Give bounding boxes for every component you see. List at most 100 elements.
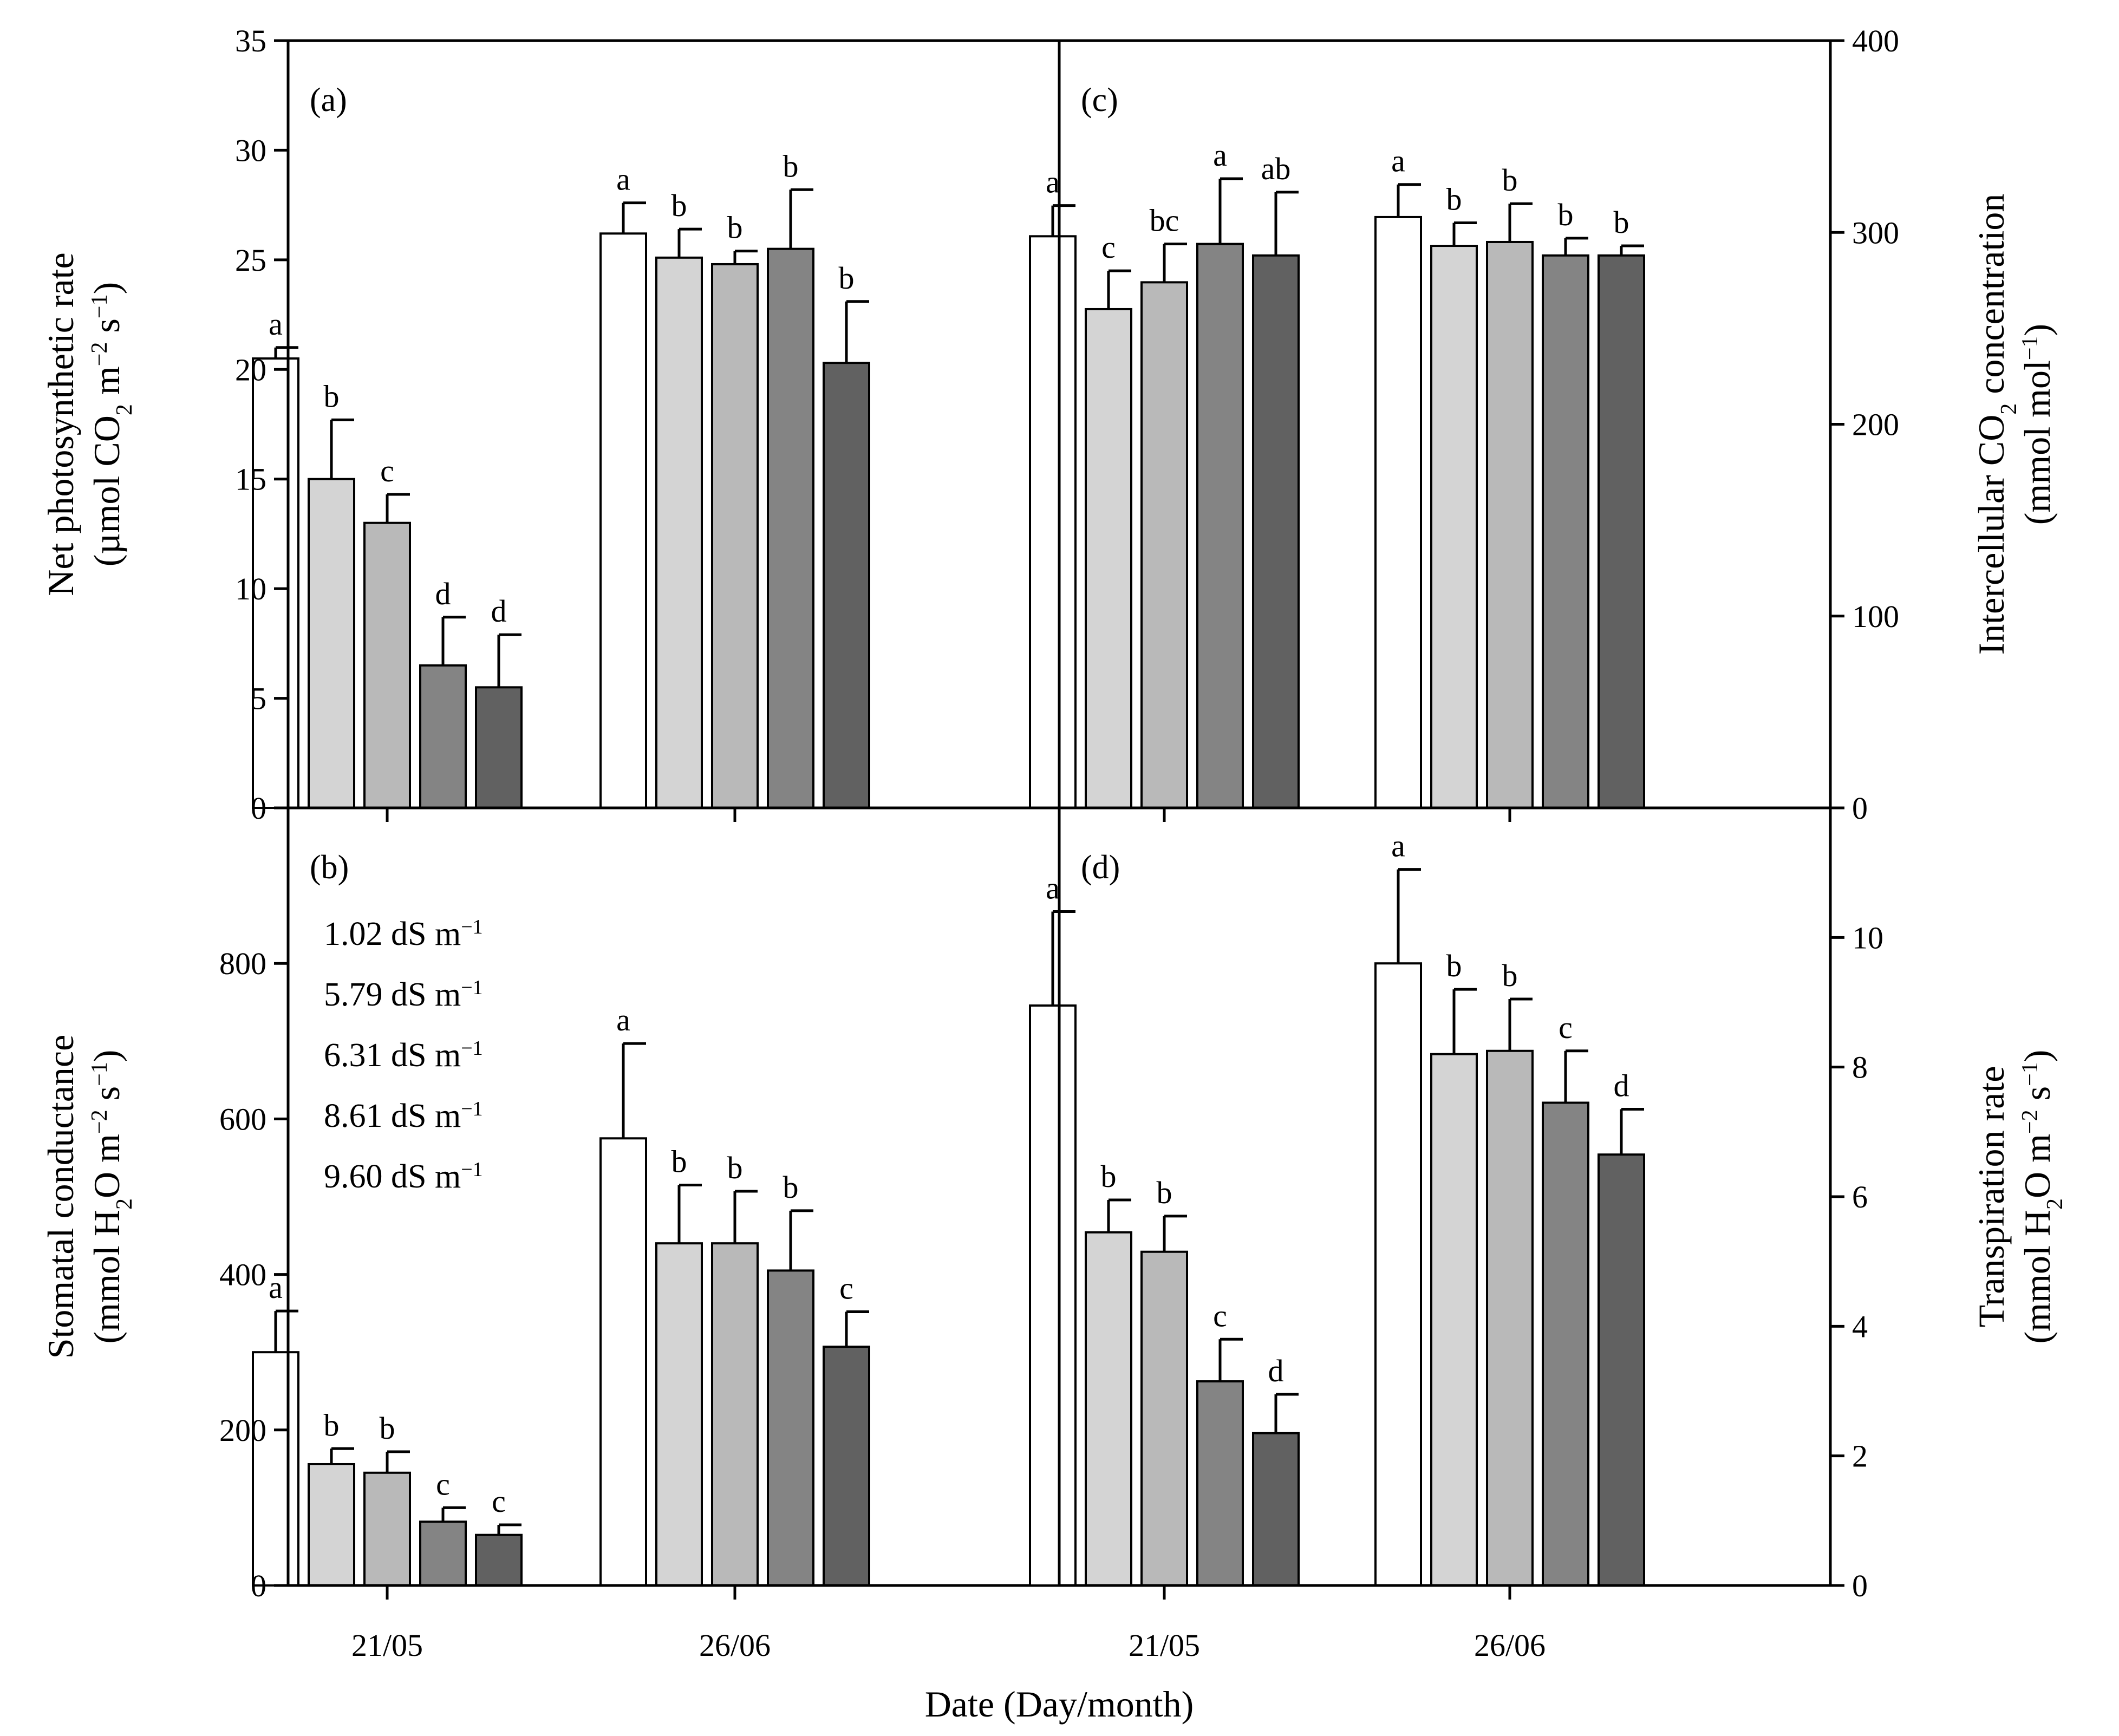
y-axis-title: Transpiration rate (mmol H2O m−2 s−1) — [1971, 1050, 2068, 1344]
bar — [1486, 1049, 1534, 1587]
panel-a: a b c d d a b b b b 0 5 10 15 20 25 30 35 (a) Net photosynt… — [40, 23, 1061, 826]
bar — [252, 357, 299, 809]
y-tick-label: 0 — [251, 1568, 266, 1603]
panel-label: (b) — [310, 849, 349, 886]
legend-item: 9.60 dS m−1 — [324, 1158, 483, 1195]
y-tick-label: 400 — [1852, 23, 1899, 58]
y-tick-label: 0 — [1852, 1568, 1868, 1603]
bar — [1085, 308, 1132, 809]
panel-label: (c) — [1081, 82, 1118, 119]
legend-item: 8.61 dS m−1 — [324, 1098, 483, 1134]
y-axis-title: Intercellular CO2 concentration(mmol mol… — [1971, 194, 2058, 655]
y-tick-label: 8 — [1852, 1050, 1868, 1085]
y-axis-title-line: Transpiration rate — [1971, 1066, 2012, 1328]
significance-label: b — [1101, 1159, 1117, 1194]
y-axis-title: Stomatal conductance (mmol H2O m−2 s−1) — [40, 1035, 137, 1359]
significance-label: d — [435, 576, 451, 611]
bar — [419, 664, 467, 810]
y-tick-label: 15 — [235, 462, 266, 497]
y-axis-title-line: Intercellular CO2 concentration — [1971, 194, 2022, 655]
y-axis-title-line: (mmol mol−1) — [2017, 324, 2058, 525]
bar — [823, 362, 870, 809]
bar — [1374, 216, 1422, 809]
bar — [1140, 1250, 1188, 1587]
y-tick-label: 0 — [1852, 791, 1868, 826]
significance-label: a — [1213, 138, 1227, 173]
significance-label: b — [1502, 958, 1518, 993]
significance-label: b — [671, 188, 687, 223]
significance-label: c — [1101, 230, 1116, 265]
bar — [1598, 254, 1645, 809]
bar — [1085, 1231, 1132, 1587]
bar — [1430, 245, 1478, 809]
significance-label: bc — [1150, 203, 1179, 238]
bar — [363, 521, 411, 809]
significance-label: a — [269, 306, 283, 342]
significance-label: b — [839, 260, 855, 296]
bar — [1430, 1053, 1478, 1587]
x-axis-title: Date (Day/month) — [925, 1683, 1194, 1725]
significance-label: b — [1558, 197, 1574, 232]
significance-label: a — [1391, 143, 1405, 179]
bar — [1598, 1153, 1645, 1587]
significance-label: b — [324, 378, 340, 414]
significance-label: a — [616, 1002, 630, 1037]
panel-label: (d) — [1081, 849, 1120, 886]
bar — [308, 1463, 355, 1587]
bar — [1252, 1432, 1300, 1587]
significance-label: b — [324, 1407, 340, 1443]
legend-item: 1.02 dS m−1 — [324, 916, 483, 952]
significance-label: b — [1157, 1175, 1172, 1210]
bar — [1486, 240, 1534, 809]
bar — [1029, 235, 1077, 810]
bar — [1140, 281, 1188, 809]
bar — [1196, 243, 1244, 809]
significance-label: a — [1046, 165, 1060, 200]
y-axis-title-line: Stomatal conductance — [40, 1035, 81, 1359]
significance-label: c — [1559, 1010, 1573, 1045]
significance-label: b — [1614, 205, 1629, 240]
bar — [823, 1346, 870, 1587]
significance-label: c — [1213, 1298, 1227, 1333]
y-tick-label: 400 — [219, 1257, 266, 1293]
y-axis-title-line: (mmol H2O m−2 s−1) — [2017, 1050, 2068, 1344]
significance-label: b — [1446, 948, 1462, 983]
significance-label: c — [839, 1271, 853, 1306]
significance-label: b — [1502, 162, 1518, 198]
bar — [767, 1269, 814, 1587]
y-tick-label: 100 — [1852, 599, 1899, 634]
legend: 1.02 dS m−1 5.79 dS m−1 6.31 dS m−1 8.61 dS… — [324, 916, 483, 1195]
y-tick-label: 4 — [1852, 1309, 1868, 1344]
significance-label: a — [1391, 828, 1405, 864]
bar — [475, 1533, 523, 1587]
bar — [655, 256, 703, 809]
bar — [655, 1242, 703, 1587]
y-tick-label: 300 — [1852, 215, 1899, 250]
bar — [711, 1242, 759, 1587]
legend-item: 6.31 dS m−1 — [324, 1037, 483, 1074]
y-tick-label: 25 — [235, 243, 266, 278]
significance-label: b — [783, 1170, 799, 1205]
x-tick-label: 26/06 — [1474, 1628, 1546, 1663]
significance-label: ab — [1261, 151, 1291, 186]
bar — [599, 232, 647, 809]
significance-label: b — [783, 148, 799, 184]
y-axis-title: Net photosynthetic rate (µmol CO2 m−2 s−1… — [40, 252, 137, 596]
significance-label: a — [616, 162, 630, 197]
significance-label: d — [491, 593, 507, 629]
significance-label: b — [671, 1144, 687, 1179]
significance-label: c — [436, 1466, 450, 1502]
bar — [475, 686, 523, 810]
significance-label: c — [380, 453, 394, 488]
significance-label: b — [380, 1411, 395, 1446]
significance-label: c — [492, 1484, 506, 1519]
y-tick-label: 200 — [1852, 407, 1899, 442]
y-tick-label: 35 — [235, 23, 266, 58]
bar — [252, 1351, 299, 1587]
panel-d: a b b c d a b b c d 0 2 4 6 8 10 (d) Transpiration rate (m… — [1029, 806, 2068, 1603]
x-tick-label: 26/06 — [699, 1628, 771, 1663]
bar — [1374, 962, 1422, 1587]
significance-label: d — [1614, 1068, 1629, 1103]
